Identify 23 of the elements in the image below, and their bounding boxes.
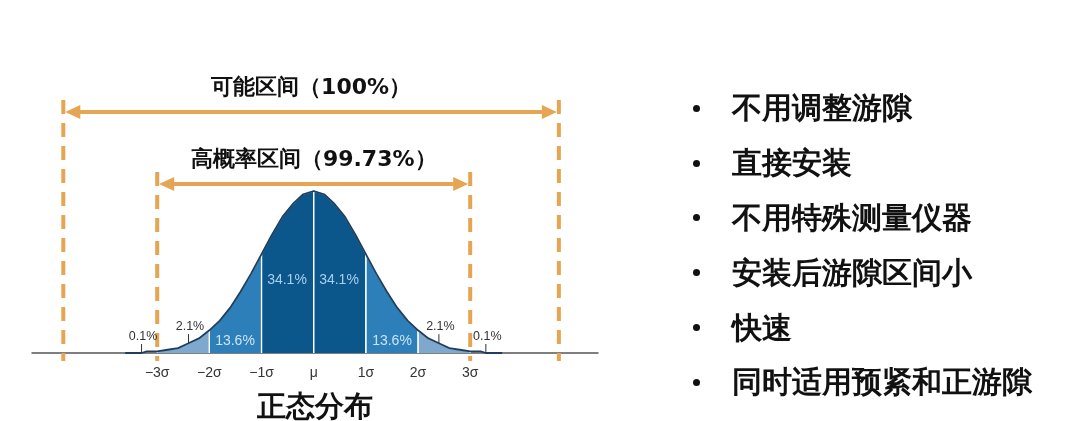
x-tick-label: −2σ	[197, 364, 223, 380]
text: 不用特殊测量仪器	[732, 199, 972, 235]
text: 直接安装	[732, 145, 852, 181]
x-tick-label: −1σ	[249, 364, 275, 380]
x-tick-label: −3σ	[144, 364, 170, 380]
text: 可能区间（100%）	[210, 73, 412, 99]
text: 安装后游隙区间小	[732, 254, 972, 290]
x-tick-label: 2σ	[409, 364, 427, 380]
annotation: 13.6%	[372, 332, 412, 348]
x-tick-label: 3σ	[461, 364, 479, 380]
text: 同时适用预紧和正游隙	[732, 364, 1032, 400]
text: 高概率区间（99.73%）	[190, 145, 437, 171]
text: 快速	[732, 309, 792, 345]
x-tick-label: 1σ	[357, 364, 375, 380]
annotation: 34.1%	[267, 271, 307, 287]
annotation: 34.1%	[319, 271, 359, 287]
annotation: 0.1%	[473, 329, 502, 343]
annotation: 2.1%	[426, 319, 455, 334]
annotation: 2.1%	[175, 319, 205, 334]
text: 不用调整游隙	[732, 90, 912, 126]
annotation: 13.6%	[215, 332, 255, 348]
x-tick-label: μ	[309, 364, 318, 380]
x-axis-title: 正态分布	[256, 388, 373, 421]
